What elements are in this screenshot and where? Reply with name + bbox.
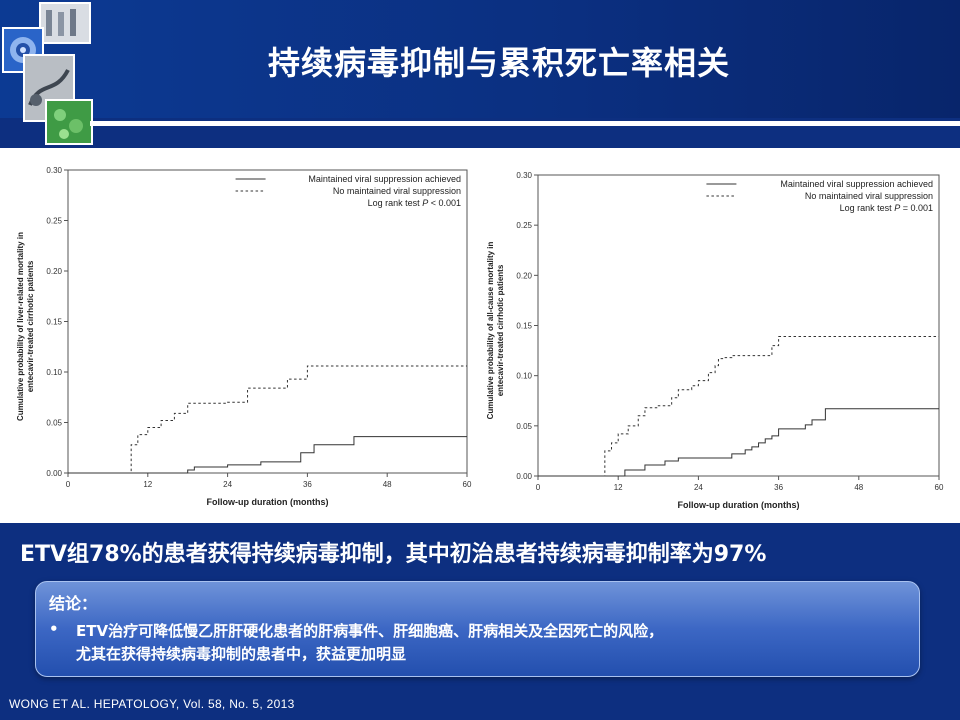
x-tick-label: 12: [143, 480, 152, 489]
y-tick-label: 0.15: [46, 318, 62, 327]
series-line-suppression: [68, 436, 467, 474]
key-finding: ETV组78%的患者获得持续病毒抑制，其中初治患者持续病毒抑制率为97%: [20, 542, 767, 567]
y-axis-label-line-1: Cumulative probability of liver-related …: [16, 232, 25, 421]
legend-label: Maintained viral suppression achieved: [308, 174, 461, 184]
y-tick-label: 0.10: [46, 368, 62, 377]
legend-label: No maintained viral suppression: [805, 191, 933, 201]
header-band: [0, 0, 960, 118]
y-axis-label: Cumulative probability of all-cause mort…: [486, 241, 505, 419]
x-axis-label: Follow-up duration (months): [678, 500, 800, 510]
conclusion-heading: 结论：: [49, 594, 98, 613]
annotation-p: P: [422, 198, 428, 208]
x-tick-label: 12: [614, 483, 623, 492]
legend-label: Maintained viral suppression achieved: [780, 179, 933, 189]
x-tick-label: 48: [383, 480, 392, 489]
series-line-no-suppression: [538, 336, 939, 477]
y-tick-label: 0.10: [516, 372, 532, 381]
annotation-p: P: [894, 203, 900, 213]
y-tick-label: 0.05: [46, 419, 62, 428]
series-line-suppression: [538, 408, 939, 477]
medical-collage-logo: [0, 0, 100, 150]
log-rank-annotation: Log rank test P < 0.001: [368, 198, 461, 208]
citation: WONG ET AL. HEPATOLOGY, Vol. 58, No. 5, …: [9, 697, 295, 711]
log-rank-annotation: Log rank test P = 0.001: [840, 203, 933, 213]
x-tick-label: 36: [774, 483, 783, 492]
x-tick-label: 24: [223, 480, 232, 489]
x-tick-label: 0: [536, 483, 541, 492]
y-tick-label: 0.20: [46, 267, 62, 276]
conclusion-box: 结论： • ETV治疗可降低慢乙肝肝硬化患者的肝病事件、肝细胞癌、肝病相关及全因…: [35, 581, 920, 677]
y-axis-label-line-1: Cumulative probability of all-cause mort…: [486, 241, 495, 419]
series-line-no-suppression: [68, 365, 467, 474]
annotation-value: = 0.001: [900, 203, 933, 213]
x-tick-label: 36: [303, 480, 312, 489]
x-axis-label: Follow-up duration (months): [207, 497, 329, 507]
conclusion-line-1: ETV治疗可降低慢乙肝肝硬化患者的肝病事件、肝细胞癌、肝病相关及全因死亡的风险，: [76, 622, 664, 640]
y-tick-label: 0.30: [516, 171, 532, 180]
bullet-icon: •: [49, 620, 59, 638]
y-tick-label: 0.30: [46, 166, 62, 175]
slide-title: 持续病毒抑制与累积死亡率相关: [268, 44, 731, 82]
y-tick-label: 0.15: [516, 322, 532, 331]
y-tick-label: 0.00: [516, 472, 532, 481]
chart-panel: 0.00 0.05 0.10 0.15 0.20 0.25 0.30 0 12 24 36 48 60 F…: [0, 148, 960, 523]
plot-frame: [67, 169, 468, 474]
plot-frame: [537, 174, 940, 477]
conclusion-text: ETV治疗可降低慢乙肝肝硬化患者的肝病事件、肝细胞癌、肝病相关及全因死亡的风险，…: [76, 620, 906, 666]
y-tick-label: 0.20: [516, 271, 532, 280]
y-axis-label: Cumulative probability of liver-related …: [16, 232, 35, 421]
x-tick-label: 48: [854, 483, 863, 492]
x-tick-label: 60: [463, 480, 472, 489]
y-tick-label: 0.25: [46, 217, 62, 226]
annotation-value: < 0.001: [428, 198, 461, 208]
y-tick-label: 0.00: [46, 469, 62, 478]
chart-all-cause-mortality: 0.00 0.05 0.10 0.15 0.20 0.25 0.30 0 12 24 36 48 60 F…: [486, 171, 944, 510]
x-tick-label: 60: [935, 483, 944, 492]
header-divider: [90, 121, 960, 126]
y-tick-label: 0.25: [516, 221, 532, 230]
y-axis-label-line-2: entecavir-treated cirrhotic patients: [496, 264, 505, 396]
legend-label: No maintained viral suppression: [333, 186, 461, 196]
annotation-prefix: Log rank test: [368, 198, 423, 208]
x-tick-label: 0: [66, 480, 71, 489]
x-tick-label: 24: [694, 483, 703, 492]
y-axis-label-line-2: entecavir-treated cirrhotic patients: [26, 260, 35, 392]
conclusion-line-2: 尤其在获得持续病毒抑制的患者中，获益更加明显: [76, 645, 407, 663]
chart-liver-related-mortality: 0.00 0.05 0.10 0.15 0.20 0.25 0.30 0 12 24 36 48 60 F…: [16, 166, 472, 507]
y-tick-label: 0.05: [516, 422, 532, 431]
annotation-prefix: Log rank test: [840, 203, 895, 213]
